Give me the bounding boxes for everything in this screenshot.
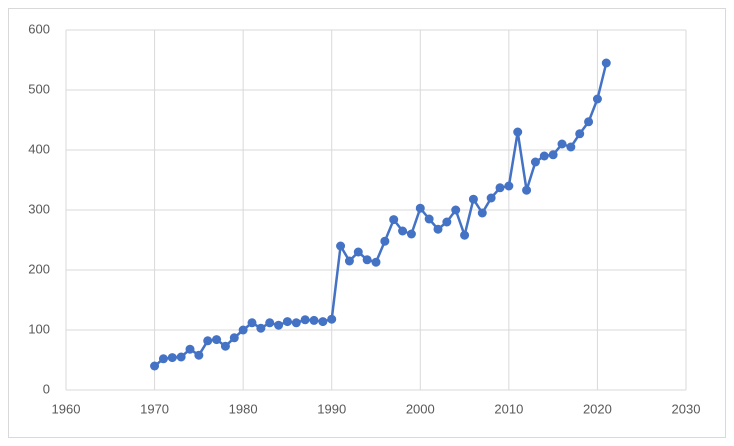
data-point xyxy=(451,205,461,215)
data-point xyxy=(362,255,372,265)
data-point xyxy=(274,320,284,330)
data-point xyxy=(247,318,257,328)
data-point xyxy=(557,139,567,149)
data-point xyxy=(601,58,611,68)
data-point xyxy=(486,193,496,203)
data-point xyxy=(530,157,540,167)
y-tick-label: 600 xyxy=(28,21,50,36)
data-point xyxy=(433,224,443,234)
data-point xyxy=(220,341,230,351)
data-point xyxy=(389,215,399,225)
data-point xyxy=(212,335,222,345)
y-tick-label: 500 xyxy=(28,81,50,96)
data-point xyxy=(336,241,346,251)
data-point xyxy=(415,203,425,213)
data-point xyxy=(229,333,239,343)
data-point xyxy=(424,214,434,224)
data-point xyxy=(460,230,470,240)
y-tick-label: 200 xyxy=(28,261,50,276)
data-point xyxy=(318,317,328,327)
x-tick-label: 1980 xyxy=(229,401,258,416)
data-point xyxy=(539,151,549,161)
data-point xyxy=(513,127,523,137)
chart-border xyxy=(8,8,726,438)
data-point xyxy=(282,317,292,327)
data-point xyxy=(309,315,319,325)
data-point xyxy=(300,315,310,325)
data-point xyxy=(566,142,576,152)
data-point xyxy=(344,256,354,266)
data-point xyxy=(371,257,381,267)
y-tick-label: 400 xyxy=(28,141,50,156)
data-point xyxy=(398,226,408,236)
data-point xyxy=(442,217,452,227)
data-point xyxy=(380,236,390,246)
data-point xyxy=(406,229,416,239)
x-tick-label: 2010 xyxy=(494,401,523,416)
x-tick-label: 1960 xyxy=(52,401,81,416)
data-point xyxy=(150,361,160,371)
data-point xyxy=(158,354,168,364)
data-point xyxy=(504,181,514,191)
data-point xyxy=(584,117,594,127)
data-point xyxy=(203,336,213,346)
data-line xyxy=(153,62,608,367)
data-point xyxy=(167,353,177,363)
data-point xyxy=(548,150,558,160)
x-tick-label: 2030 xyxy=(672,401,701,416)
data-point xyxy=(176,352,186,362)
x-tick-label: 2020 xyxy=(583,401,612,416)
data-point xyxy=(522,185,532,195)
x-tick-label: 2000 xyxy=(406,401,435,416)
data-point xyxy=(495,183,505,193)
y-tick-label: 0 xyxy=(43,381,50,396)
x-tick-label: 1990 xyxy=(317,401,346,416)
data-point xyxy=(575,129,585,139)
data-point xyxy=(477,208,487,218)
data-point xyxy=(185,344,195,354)
data-point xyxy=(592,94,602,104)
data-point xyxy=(468,194,478,204)
data-point xyxy=(265,318,275,328)
y-tick-label: 300 xyxy=(28,201,50,216)
data-point xyxy=(353,247,363,257)
data-point xyxy=(238,325,248,335)
data-point xyxy=(327,314,337,324)
data-point xyxy=(291,318,301,328)
y-tick-label: 100 xyxy=(28,321,50,336)
x-tick-label: 1970 xyxy=(140,401,169,416)
data-point xyxy=(256,323,266,333)
data-point xyxy=(194,350,204,360)
